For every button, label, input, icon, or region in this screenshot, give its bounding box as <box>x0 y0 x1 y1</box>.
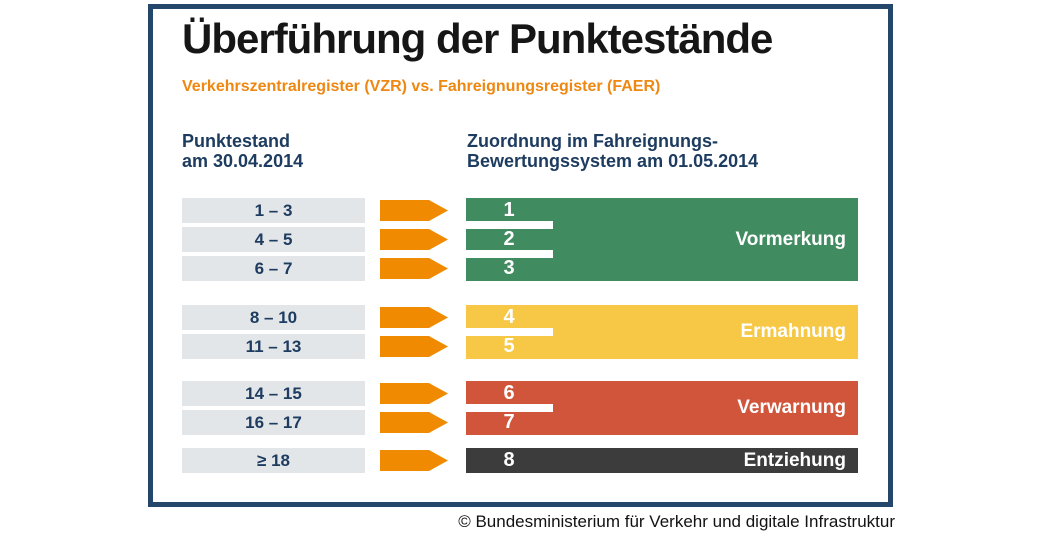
points-range-box-8-10: 8 – 10 <box>182 305 365 330</box>
right-column-header: Zuordnung im Fahreignungs- Bewertungssys… <box>467 131 758 171</box>
row-separator <box>466 404 553 412</box>
left-column-header-line1: Punktestand <box>182 131 291 151</box>
faer-points-4: 4 <box>503 306 515 328</box>
faer-points-3: 3 <box>503 257 515 279</box>
row-separator <box>466 221 553 229</box>
category-label-vormerkung: Vormerkung <box>735 228 846 250</box>
subtitle: Verkehrszentralregister (VZR) vs. Fahrei… <box>182 78 661 95</box>
category-bar-entziehung: 8 Entziehung <box>466 448 858 473</box>
left-column-header: Punktestand am 30.04.2014 <box>182 131 303 171</box>
arrow-right-icon <box>380 412 448 433</box>
points-range-box-1-3: 1 – 3 <box>182 198 365 223</box>
category-label-entziehung: Entziehung <box>743 449 846 471</box>
copyright-text: © Bundesministerium für Verkehr und digi… <box>458 512 895 531</box>
category-label-ermahnung: Ermahnung <box>740 321 846 342</box>
arrow-right-icon <box>380 258 448 279</box>
arrow-right-icon <box>380 336 448 357</box>
left-column-header-line2: am 30.04.2014 <box>182 151 304 171</box>
right-column-header-line2: Bewertungssystem am 01.05.2014 <box>467 151 759 171</box>
faer-points-8: 8 <box>503 449 515 471</box>
category-bar-verwarnung: 6 7 Verwarnung <box>466 381 858 435</box>
category-bar-ermahnung: 4 5 Ermahnung <box>466 305 858 359</box>
points-range-box-14-15: 14 – 15 <box>182 381 365 406</box>
points-range-box-4-5: 4 – 5 <box>182 227 365 252</box>
points-range-box-18plus: ≥ 18 <box>182 448 365 473</box>
page-title: Überführung der Punktestände <box>182 15 773 62</box>
points-range-box-16-17: 16 – 17 <box>182 410 365 435</box>
category-label-verwarnung: Verwarnung <box>737 397 846 418</box>
points-range-box-6-7: 6 – 7 <box>182 256 365 281</box>
faer-points-5: 5 <box>503 335 515 357</box>
row-separator <box>466 250 553 258</box>
faer-points-7: 7 <box>503 411 515 433</box>
right-column-header-line1: Zuordnung im Fahreignungs- <box>467 131 718 151</box>
category-bar-vormerkung: 1 2 3 Vormerkung <box>466 198 858 281</box>
arrow-right-icon <box>380 450 448 471</box>
faer-points-1: 1 <box>503 199 515 221</box>
row-separator <box>466 328 553 336</box>
arrow-right-icon <box>380 307 448 328</box>
arrow-right-icon <box>380 229 448 250</box>
faer-points-2: 2 <box>503 228 515 250</box>
arrow-right-icon <box>380 383 448 404</box>
arrow-right-icon <box>380 200 448 221</box>
faer-points-6: 6 <box>503 382 515 404</box>
points-range-box-11-13: 11 – 13 <box>182 334 365 359</box>
main-frame: Überführung der Punktestände Verkehrszen… <box>148 4 893 507</box>
